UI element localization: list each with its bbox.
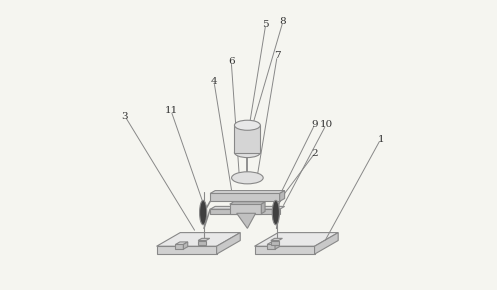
- Text: 6: 6: [228, 57, 235, 66]
- Polygon shape: [210, 193, 280, 201]
- Text: 4: 4: [211, 77, 217, 86]
- Polygon shape: [271, 240, 279, 245]
- Polygon shape: [175, 242, 188, 244]
- Polygon shape: [157, 246, 217, 254]
- Text: 10: 10: [320, 120, 332, 129]
- Polygon shape: [157, 233, 240, 246]
- Text: 11: 11: [165, 106, 177, 115]
- Polygon shape: [230, 204, 261, 214]
- Polygon shape: [198, 240, 206, 245]
- Ellipse shape: [235, 148, 260, 157]
- Ellipse shape: [232, 172, 263, 184]
- Polygon shape: [198, 238, 210, 240]
- Ellipse shape: [235, 120, 260, 130]
- Polygon shape: [267, 244, 275, 249]
- Text: 5: 5: [262, 20, 269, 29]
- Text: 9: 9: [311, 120, 318, 129]
- Polygon shape: [210, 206, 285, 209]
- Text: 3: 3: [122, 112, 128, 121]
- Polygon shape: [280, 191, 285, 201]
- Polygon shape: [315, 233, 338, 254]
- Text: 8: 8: [280, 17, 286, 26]
- Polygon shape: [183, 242, 188, 249]
- Ellipse shape: [272, 200, 279, 225]
- Polygon shape: [254, 246, 315, 254]
- Polygon shape: [230, 202, 265, 204]
- Polygon shape: [210, 209, 280, 214]
- Text: 2: 2: [311, 149, 318, 158]
- Polygon shape: [210, 191, 285, 193]
- Polygon shape: [237, 213, 255, 228]
- Polygon shape: [254, 233, 338, 246]
- Polygon shape: [235, 125, 260, 153]
- Text: 1: 1: [377, 135, 384, 144]
- Polygon shape: [267, 242, 279, 244]
- Polygon shape: [175, 244, 183, 249]
- Polygon shape: [275, 242, 279, 249]
- Text: 7: 7: [274, 51, 280, 60]
- Polygon shape: [271, 238, 282, 240]
- Ellipse shape: [200, 200, 207, 225]
- Polygon shape: [261, 202, 265, 214]
- Polygon shape: [217, 233, 240, 254]
